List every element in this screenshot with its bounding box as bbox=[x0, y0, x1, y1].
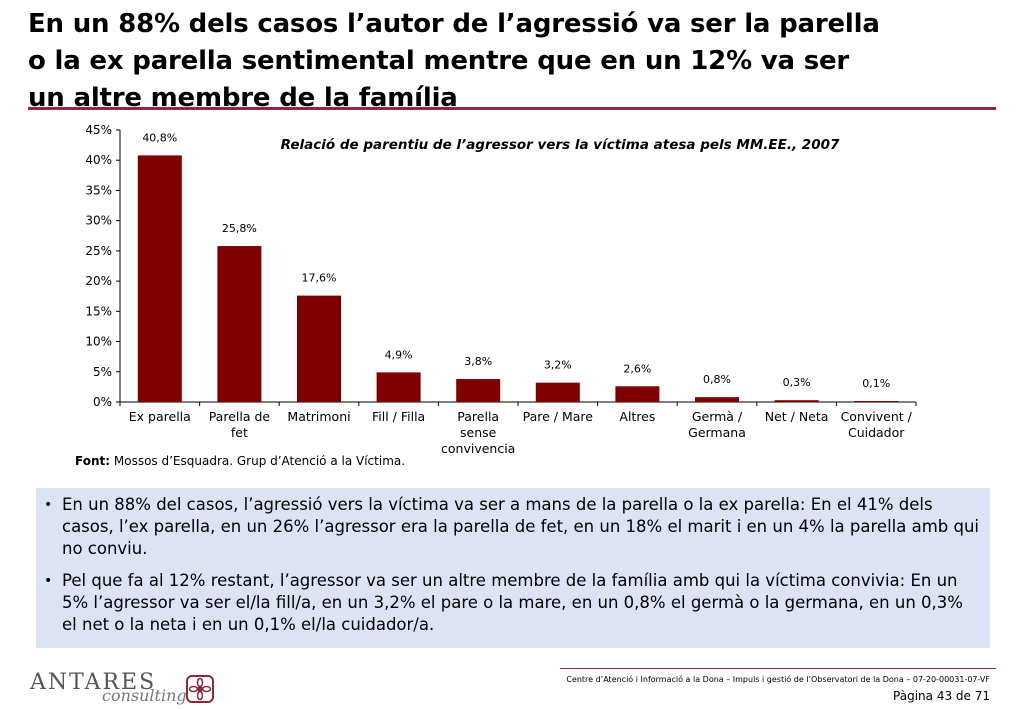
x-category-label: Convivent / bbox=[841, 409, 913, 424]
title-divider bbox=[28, 107, 996, 110]
x-category-label: Matrimoni bbox=[287, 409, 350, 424]
y-tick-label: 0% bbox=[93, 395, 112, 409]
x-category-label: Ex parella bbox=[129, 409, 191, 424]
x-category-label: Cuidador bbox=[848, 425, 905, 440]
bar bbox=[297, 295, 341, 402]
y-tick-label: 30% bbox=[85, 214, 112, 228]
bar-chart: 0% 5% 10% 15% 20% 25% 30% 35% 40% 45% 40,8% Ex pare… bbox=[85, 123, 917, 455]
bar-value-label: 40,8% bbox=[142, 131, 177, 144]
source-text: Mossos d’Esquadra. Grup d’Atenció a la V… bbox=[113, 454, 406, 468]
x-category-label: fet bbox=[231, 425, 248, 440]
x-category-label: Parella de bbox=[209, 409, 271, 424]
page-number: Pàgina 43 de 71 bbox=[893, 689, 990, 703]
bar-value-label: 2,6% bbox=[623, 362, 651, 375]
y-tick-label: 5% bbox=[93, 365, 112, 379]
y-tick-label: 35% bbox=[85, 183, 112, 197]
bullet-item: • En un 88% del casos, l’agressió vers l… bbox=[44, 494, 980, 560]
y-tick-label: 20% bbox=[85, 274, 112, 288]
y-tick-label: 25% bbox=[85, 244, 112, 258]
bar bbox=[774, 400, 819, 402]
bar-value-label: 25,8% bbox=[222, 222, 257, 235]
bar bbox=[695, 397, 739, 402]
bar-value-label: 0,8% bbox=[703, 373, 731, 386]
bar bbox=[615, 386, 660, 402]
bar bbox=[217, 246, 262, 402]
footer-divider bbox=[560, 668, 996, 669]
bar-value-label: 4,9% bbox=[385, 348, 413, 361]
y-tick-label: 10% bbox=[85, 335, 112, 349]
bar-value-label: 3,2% bbox=[544, 359, 572, 372]
bullet-dot-icon: • bbox=[44, 573, 53, 589]
bar bbox=[376, 372, 421, 402]
x-category-label: Pare / Mare bbox=[523, 409, 594, 424]
x-category-label: Germà / bbox=[692, 409, 743, 424]
chart-title: Relació de parentiu de l’agressor vers l… bbox=[281, 137, 840, 153]
bar bbox=[456, 379, 501, 402]
logo-subtitle: consulting bbox=[102, 686, 187, 705]
y-tick-label: 45% bbox=[85, 123, 112, 137]
x-category-label: Germana bbox=[688, 425, 746, 440]
x-category-label: Altres bbox=[619, 409, 655, 424]
summary-panel: • En un 88% del casos, l’agressió vers l… bbox=[36, 488, 990, 648]
x-category-label: Fill / Filla bbox=[372, 409, 425, 424]
page-title: En un 88% dels casos l’autor de l’agress… bbox=[28, 9, 880, 113]
x-category-label: Net / Neta bbox=[765, 409, 829, 424]
bullet-text: En un 88% del casos, l’agressió vers la … bbox=[62, 495, 980, 558]
bullet-dot-icon: • bbox=[44, 497, 53, 513]
bar-value-label: 3,8% bbox=[464, 355, 492, 368]
logo-wordmark: ANTARES bbox=[30, 670, 157, 695]
y-tick-label: 15% bbox=[85, 304, 112, 318]
logo-flower-icon bbox=[186, 675, 214, 703]
bar-value-label: 17,6% bbox=[302, 272, 337, 285]
footer-doc-ref: Centre d’Atenció i Informació a la Dona … bbox=[566, 675, 990, 684]
bar bbox=[137, 155, 182, 402]
bar bbox=[535, 382, 580, 402]
x-category-label: Parella bbox=[457, 409, 499, 424]
bullet-item: • Pel que fa al 12% restant, l’agressor … bbox=[44, 570, 980, 636]
bullet-text: Pel que fa al 12% restant, l’agressor va… bbox=[62, 571, 963, 634]
bar-value-label: 0,3% bbox=[783, 376, 811, 389]
chart-source: Font: Mossos d’Esquadra. Grup d’Atenció … bbox=[75, 454, 405, 468]
source-label: Font: bbox=[75, 454, 111, 468]
bar bbox=[854, 401, 899, 402]
y-tick-label: 40% bbox=[85, 153, 112, 167]
x-category-label: sense bbox=[460, 425, 497, 440]
bar-value-label: 0,1% bbox=[862, 377, 890, 390]
x-category-label: convivencia bbox=[441, 441, 515, 455]
